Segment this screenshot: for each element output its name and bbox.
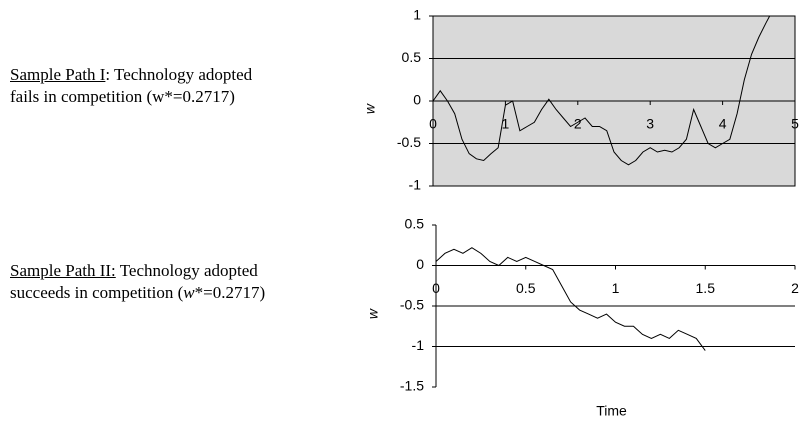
caption-text: w xyxy=(183,283,195,302)
line xyxy=(435,247,706,351)
y-tick-label: -0.5 xyxy=(397,134,421,150)
caption-text: Technology adopted xyxy=(115,261,258,280)
x-tick-label: 5 xyxy=(791,116,799,132)
y-tick-label: -1 xyxy=(412,337,425,353)
x-tick-label: 1.5 xyxy=(696,280,716,296)
y-tick-label: 0.5 xyxy=(402,49,422,65)
caption-line: fails in competition (w*=0.2717) xyxy=(10,87,235,106)
y-tick-label: 0 xyxy=(416,256,424,272)
caption-text: *=0.2717) xyxy=(194,283,266,302)
x-tick-label: 0.5 xyxy=(516,280,536,296)
x-axis-label: Time xyxy=(596,403,627,419)
y-tick-label: -1 xyxy=(409,177,422,193)
x-tick-label: 0 xyxy=(429,116,437,132)
caption-text: : Technology adopted xyxy=(105,65,253,84)
y-tick-label: 0.5 xyxy=(405,216,425,232)
y-tick-label: 0 xyxy=(413,92,421,108)
caption-label: Sample Path I xyxy=(10,65,106,84)
x-tick-label: 4 xyxy=(719,116,727,132)
caption-1: Sample Path I: Technology adopted fails … xyxy=(10,64,252,108)
y-tick-label: 1 xyxy=(413,7,421,23)
x-tick-label: 3 xyxy=(646,116,654,132)
x-tick-label: 1 xyxy=(502,116,510,132)
line xyxy=(432,15,771,166)
x-tick-label: 1 xyxy=(612,280,620,296)
caption-line: succeeds in competition (w*=0.2717) xyxy=(10,282,265,304)
y-tick-label: -1.5 xyxy=(400,378,424,394)
y-axis-label: w xyxy=(365,308,381,319)
caption-label: Sample Path II: xyxy=(10,261,116,280)
caption-text: succeeds in competition ( xyxy=(10,283,184,302)
x-tick-label: 2 xyxy=(574,116,582,132)
x-tick-label: 0 xyxy=(432,280,440,296)
caption-line: Sample Path II: Technology adopted xyxy=(10,260,265,282)
y-axis-label: w xyxy=(362,103,378,114)
caption-line: Sample Path I: Technology adopted xyxy=(10,64,252,86)
x-tick-label: 2 xyxy=(791,280,799,296)
caption-2: Sample Path II: Technology adopted succe… xyxy=(10,260,265,304)
y-tick-label: -0.5 xyxy=(400,297,424,313)
